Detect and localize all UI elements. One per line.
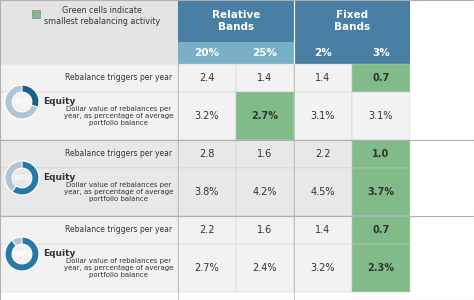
Bar: [294, 0, 410, 42]
Text: 2.4: 2.4: [199, 73, 215, 83]
Bar: [0, 244, 178, 292]
Bar: [352, 42, 410, 64]
Text: 3.2%: 3.2%: [311, 263, 335, 273]
Bar: [0, 140, 178, 168]
Text: 2.4%: 2.4%: [253, 263, 277, 273]
Text: Rebalance triggers per year: Rebalance triggers per year: [65, 74, 173, 82]
Bar: [294, 244, 352, 292]
Bar: [236, 168, 294, 216]
Wedge shape: [5, 237, 39, 271]
Bar: [294, 216, 352, 244]
Text: 0.7: 0.7: [373, 73, 390, 83]
Bar: [294, 140, 352, 168]
Bar: [0, 92, 178, 140]
Wedge shape: [5, 161, 39, 195]
Text: Green cells indicate
smallest rebalancing activity: Green cells indicate smallest rebalancin…: [44, 6, 160, 26]
Text: 0.7: 0.7: [373, 225, 390, 235]
Bar: [352, 244, 410, 292]
Wedge shape: [5, 85, 39, 119]
Text: 3.8%: 3.8%: [195, 187, 219, 197]
Text: 20%: 20%: [194, 48, 219, 58]
Bar: [352, 140, 410, 168]
Bar: [178, 92, 236, 140]
Text: 2%: 2%: [314, 48, 332, 58]
Text: 1.0: 1.0: [373, 149, 390, 159]
Bar: [352, 216, 410, 244]
Bar: [236, 64, 294, 92]
Bar: [294, 168, 352, 216]
Wedge shape: [5, 237, 39, 271]
Bar: [236, 216, 294, 244]
Bar: [0, 168, 178, 216]
Text: Fixed
Bands: Fixed Bands: [334, 10, 370, 32]
Bar: [0, 216, 178, 244]
Text: Dollar value of rebalances per
year, as percentage of average
portfolio balance: Dollar value of rebalances per year, as …: [64, 106, 173, 127]
Bar: [0, 64, 178, 92]
Bar: [178, 140, 236, 168]
Text: 3%: 3%: [372, 48, 390, 58]
Bar: [294, 92, 352, 140]
Text: 3.7%: 3.7%: [367, 187, 394, 197]
Bar: [236, 140, 294, 168]
Bar: [32, 10, 40, 18]
Bar: [236, 244, 294, 292]
Text: 2.2: 2.2: [315, 149, 331, 159]
Text: 2.7%: 2.7%: [195, 263, 219, 273]
Text: 2.2: 2.2: [199, 225, 215, 235]
Text: Rebalance triggers per year: Rebalance triggers per year: [65, 226, 173, 235]
Text: 60%: 60%: [13, 175, 31, 181]
Bar: [294, 64, 352, 92]
Text: 1.4: 1.4: [257, 73, 273, 83]
Text: Dollar value of rebalances per
year, as percentage of average
portfolio balance: Dollar value of rebalances per year, as …: [64, 182, 173, 203]
Text: 3.1%: 3.1%: [369, 111, 393, 121]
Bar: [352, 64, 410, 92]
Text: 2.7%: 2.7%: [252, 111, 279, 121]
Text: 25%: 25%: [253, 48, 277, 58]
Bar: [178, 244, 236, 292]
Bar: [236, 92, 294, 140]
Bar: [236, 42, 294, 64]
Bar: [178, 0, 294, 42]
Text: 2.8: 2.8: [199, 149, 215, 159]
Bar: [352, 168, 410, 216]
Text: 3.2%: 3.2%: [195, 111, 219, 121]
Text: Dollar value of rebalances per
year, as percentage of average
portfolio balance: Dollar value of rebalances per year, as …: [64, 257, 173, 278]
Text: Rebalance triggers per year: Rebalance triggers per year: [65, 149, 173, 158]
Bar: [178, 216, 236, 244]
Text: 4.5%: 4.5%: [311, 187, 335, 197]
Text: 90%: 90%: [13, 251, 31, 257]
Bar: [178, 42, 236, 64]
Text: 1.4: 1.4: [315, 225, 331, 235]
Bar: [0, 0, 178, 64]
Bar: [294, 42, 352, 64]
Text: 1.4: 1.4: [315, 73, 331, 83]
Bar: [352, 92, 410, 140]
Text: 2.3%: 2.3%: [367, 263, 394, 273]
Wedge shape: [22, 85, 39, 107]
Text: 1.6: 1.6: [257, 225, 273, 235]
Bar: [178, 168, 236, 216]
Text: 30%: 30%: [13, 99, 31, 105]
Text: Equity: Equity: [43, 98, 75, 106]
Text: 4.2%: 4.2%: [253, 187, 277, 197]
Wedge shape: [12, 161, 39, 195]
Text: 1.6: 1.6: [257, 149, 273, 159]
Text: Equity: Equity: [43, 173, 75, 182]
Text: 3.1%: 3.1%: [311, 111, 335, 121]
Text: Equity: Equity: [43, 250, 75, 259]
Bar: [178, 64, 236, 92]
Text: Relative
Bands: Relative Bands: [212, 10, 260, 32]
